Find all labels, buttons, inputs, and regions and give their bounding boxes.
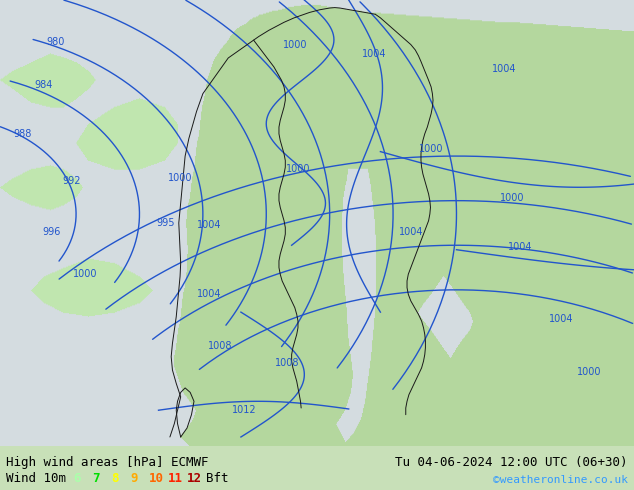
Text: 1000: 1000 — [578, 368, 602, 377]
Text: 984: 984 — [34, 80, 52, 90]
Text: 1000: 1000 — [419, 145, 443, 154]
Text: 1004: 1004 — [508, 243, 532, 252]
Text: 11: 11 — [168, 472, 183, 485]
Text: 7: 7 — [92, 472, 100, 485]
Text: 9: 9 — [130, 472, 138, 485]
Text: 1004: 1004 — [197, 220, 221, 230]
Text: 1000: 1000 — [286, 165, 310, 174]
Text: 1000: 1000 — [283, 40, 307, 49]
Text: Bft: Bft — [206, 472, 228, 485]
Text: 1008: 1008 — [275, 358, 299, 368]
Text: 992: 992 — [62, 175, 81, 186]
Text: 1004: 1004 — [362, 49, 386, 58]
Text: 1004: 1004 — [492, 64, 516, 74]
Text: 1012: 1012 — [232, 405, 256, 415]
Text: 1000: 1000 — [500, 194, 524, 203]
Text: ©weatheronline.co.uk: ©weatheronline.co.uk — [493, 475, 628, 485]
Text: 1008: 1008 — [209, 341, 233, 350]
Text: 988: 988 — [13, 129, 31, 139]
Text: 996: 996 — [43, 227, 61, 237]
Text: 1000: 1000 — [169, 173, 193, 183]
Text: 1004: 1004 — [399, 227, 423, 237]
Text: 995: 995 — [157, 218, 176, 228]
Text: 1004: 1004 — [549, 314, 573, 324]
Text: 1004: 1004 — [197, 289, 221, 299]
Text: 6: 6 — [73, 472, 81, 485]
Text: 10: 10 — [149, 472, 164, 485]
Text: Tu 04-06-2024 12:00 UTC (06+30): Tu 04-06-2024 12:00 UTC (06+30) — [395, 456, 628, 468]
Text: 1000: 1000 — [74, 269, 98, 279]
Text: 8: 8 — [111, 472, 119, 485]
Text: 12: 12 — [187, 472, 202, 485]
Text: High wind areas [hPa] ECMWF: High wind areas [hPa] ECMWF — [6, 456, 209, 468]
Text: 980: 980 — [47, 37, 65, 48]
Text: Wind 10m: Wind 10m — [6, 472, 67, 485]
